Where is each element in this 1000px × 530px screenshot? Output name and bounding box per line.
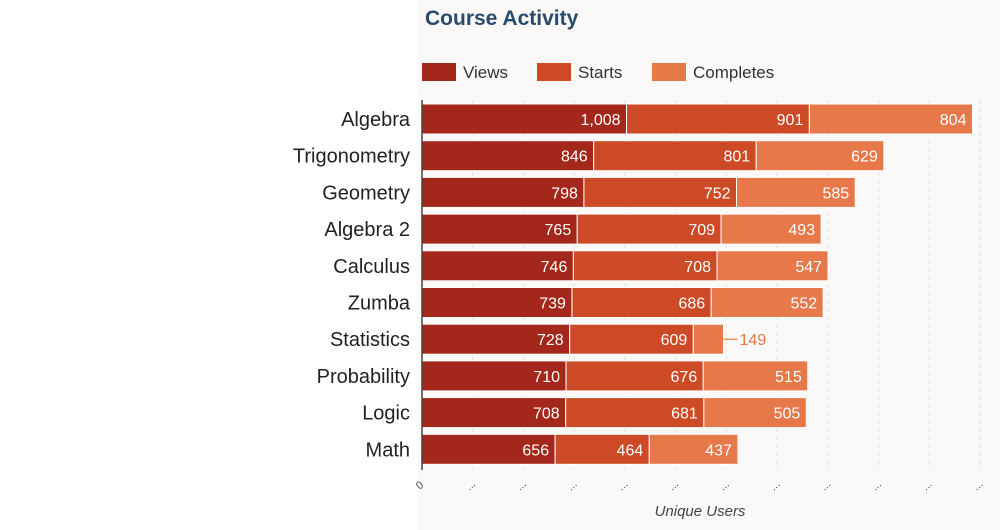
- legend-label-starts: Starts: [578, 63, 622, 82]
- data-label: 686: [678, 296, 705, 313]
- data-label: 681: [671, 406, 698, 423]
- bars: 1,008 901 804 846 801 629 798 752 585 765 709 493 74…: [421, 103, 973, 465]
- bar-completes: [716, 250, 829, 282]
- bar-starts: [569, 323, 694, 355]
- data-label: 709: [688, 222, 715, 239]
- category-label: Statistics: [330, 329, 410, 351]
- bar-starts: [576, 213, 722, 245]
- bar-starts: [626, 103, 810, 135]
- data-label: 552: [790, 296, 817, 313]
- data-label: 708: [533, 406, 560, 423]
- x-tick-label: ...: [869, 478, 884, 493]
- data-label: 708: [684, 259, 711, 276]
- bar-completes: [808, 103, 973, 135]
- data-label: 149: [740, 332, 767, 349]
- data-label: 752: [704, 185, 731, 202]
- bar-views: [421, 287, 573, 318]
- bar-views: [421, 250, 574, 282]
- bar-completes: [692, 323, 725, 355]
- category-label: Algebra 2: [324, 219, 410, 241]
- category-label: Logic: [362, 403, 410, 425]
- x-tick-label: ...: [463, 478, 478, 493]
- category-label: Geometry: [322, 182, 410, 204]
- bar-starts: [565, 397, 705, 429]
- gridlines: [472, 100, 981, 470]
- x-tick-label: ...: [768, 478, 783, 493]
- bar-views: [421, 323, 571, 355]
- data-label: 676: [671, 369, 698, 386]
- data-label: 515: [775, 369, 802, 386]
- bar-starts: [554, 433, 650, 465]
- x-tick-label: ...: [514, 478, 529, 493]
- data-label: 1,008: [580, 112, 620, 129]
- data-label: 464: [617, 442, 644, 459]
- x-tick-label: ...: [666, 478, 681, 493]
- data-label: 846: [561, 149, 588, 166]
- x-tick-label: ...: [565, 478, 580, 493]
- data-label: 547: [795, 259, 822, 276]
- data-label: 765: [545, 222, 572, 239]
- legend-label-completes: Completes: [693, 63, 774, 82]
- bar-completes: [648, 433, 739, 465]
- data-label: 739: [539, 296, 566, 313]
- legend: Views Starts Completes: [422, 63, 774, 82]
- legend-swatch-views: [422, 63, 456, 81]
- category-label: Math: [366, 439, 410, 461]
- data-label: 728: [537, 332, 564, 349]
- category-label: Algebra: [341, 109, 411, 131]
- x-axis-title: Unique Users: [655, 503, 746, 520]
- data-label: 804: [940, 112, 967, 129]
- data-label: 493: [788, 222, 815, 239]
- data-label: 801: [723, 149, 750, 166]
- data-label: 629: [851, 149, 878, 166]
- x-axis-ticks: 0.................................: [414, 478, 986, 493]
- x-tick-label: ...: [717, 478, 732, 493]
- bar-completes: [702, 360, 809, 392]
- category-label: Zumba: [348, 293, 411, 315]
- x-tick-label: 0: [414, 479, 426, 492]
- legend-swatch-completes: [652, 63, 686, 81]
- bar-completes: [720, 213, 822, 245]
- data-label: 656: [522, 442, 549, 459]
- bar-completes: [710, 287, 824, 318]
- data-label: 585: [823, 185, 850, 202]
- x-tick-label: ...: [819, 478, 834, 493]
- data-label: 437: [705, 442, 732, 459]
- bar-starts: [593, 140, 757, 172]
- bar-starts: [571, 287, 712, 318]
- x-tick-label: ...: [971, 478, 986, 493]
- legend-label-views: Views: [463, 63, 508, 82]
- bar-completes: [736, 176, 856, 208]
- category-label: Trigonometry: [293, 146, 410, 168]
- x-tick-label: ...: [920, 478, 935, 493]
- bar-starts: [565, 360, 704, 392]
- bar-views: [421, 360, 567, 392]
- legend-swatch-starts: [537, 63, 571, 81]
- category-label: Calculus: [333, 256, 410, 278]
- bar-views: [421, 176, 585, 208]
- data-label: 901: [777, 112, 804, 129]
- data-label: 798: [551, 185, 578, 202]
- data-label: 746: [541, 259, 568, 276]
- bar-starts: [583, 176, 738, 208]
- data-label: 710: [533, 369, 560, 386]
- data-label: 505: [774, 406, 801, 423]
- x-tick-label: ...: [616, 478, 631, 493]
- chart-title: Course Activity: [425, 7, 579, 30]
- bar-views: [421, 213, 578, 245]
- bar-starts: [572, 250, 718, 282]
- category-label: Probability: [317, 366, 410, 388]
- category-labels: Algebra Trigonometry Geometry Algebra 2 Calc…: [293, 109, 411, 461]
- bar-completes: [755, 140, 885, 172]
- bar-completes: [703, 397, 807, 429]
- data-label: 609: [661, 332, 688, 349]
